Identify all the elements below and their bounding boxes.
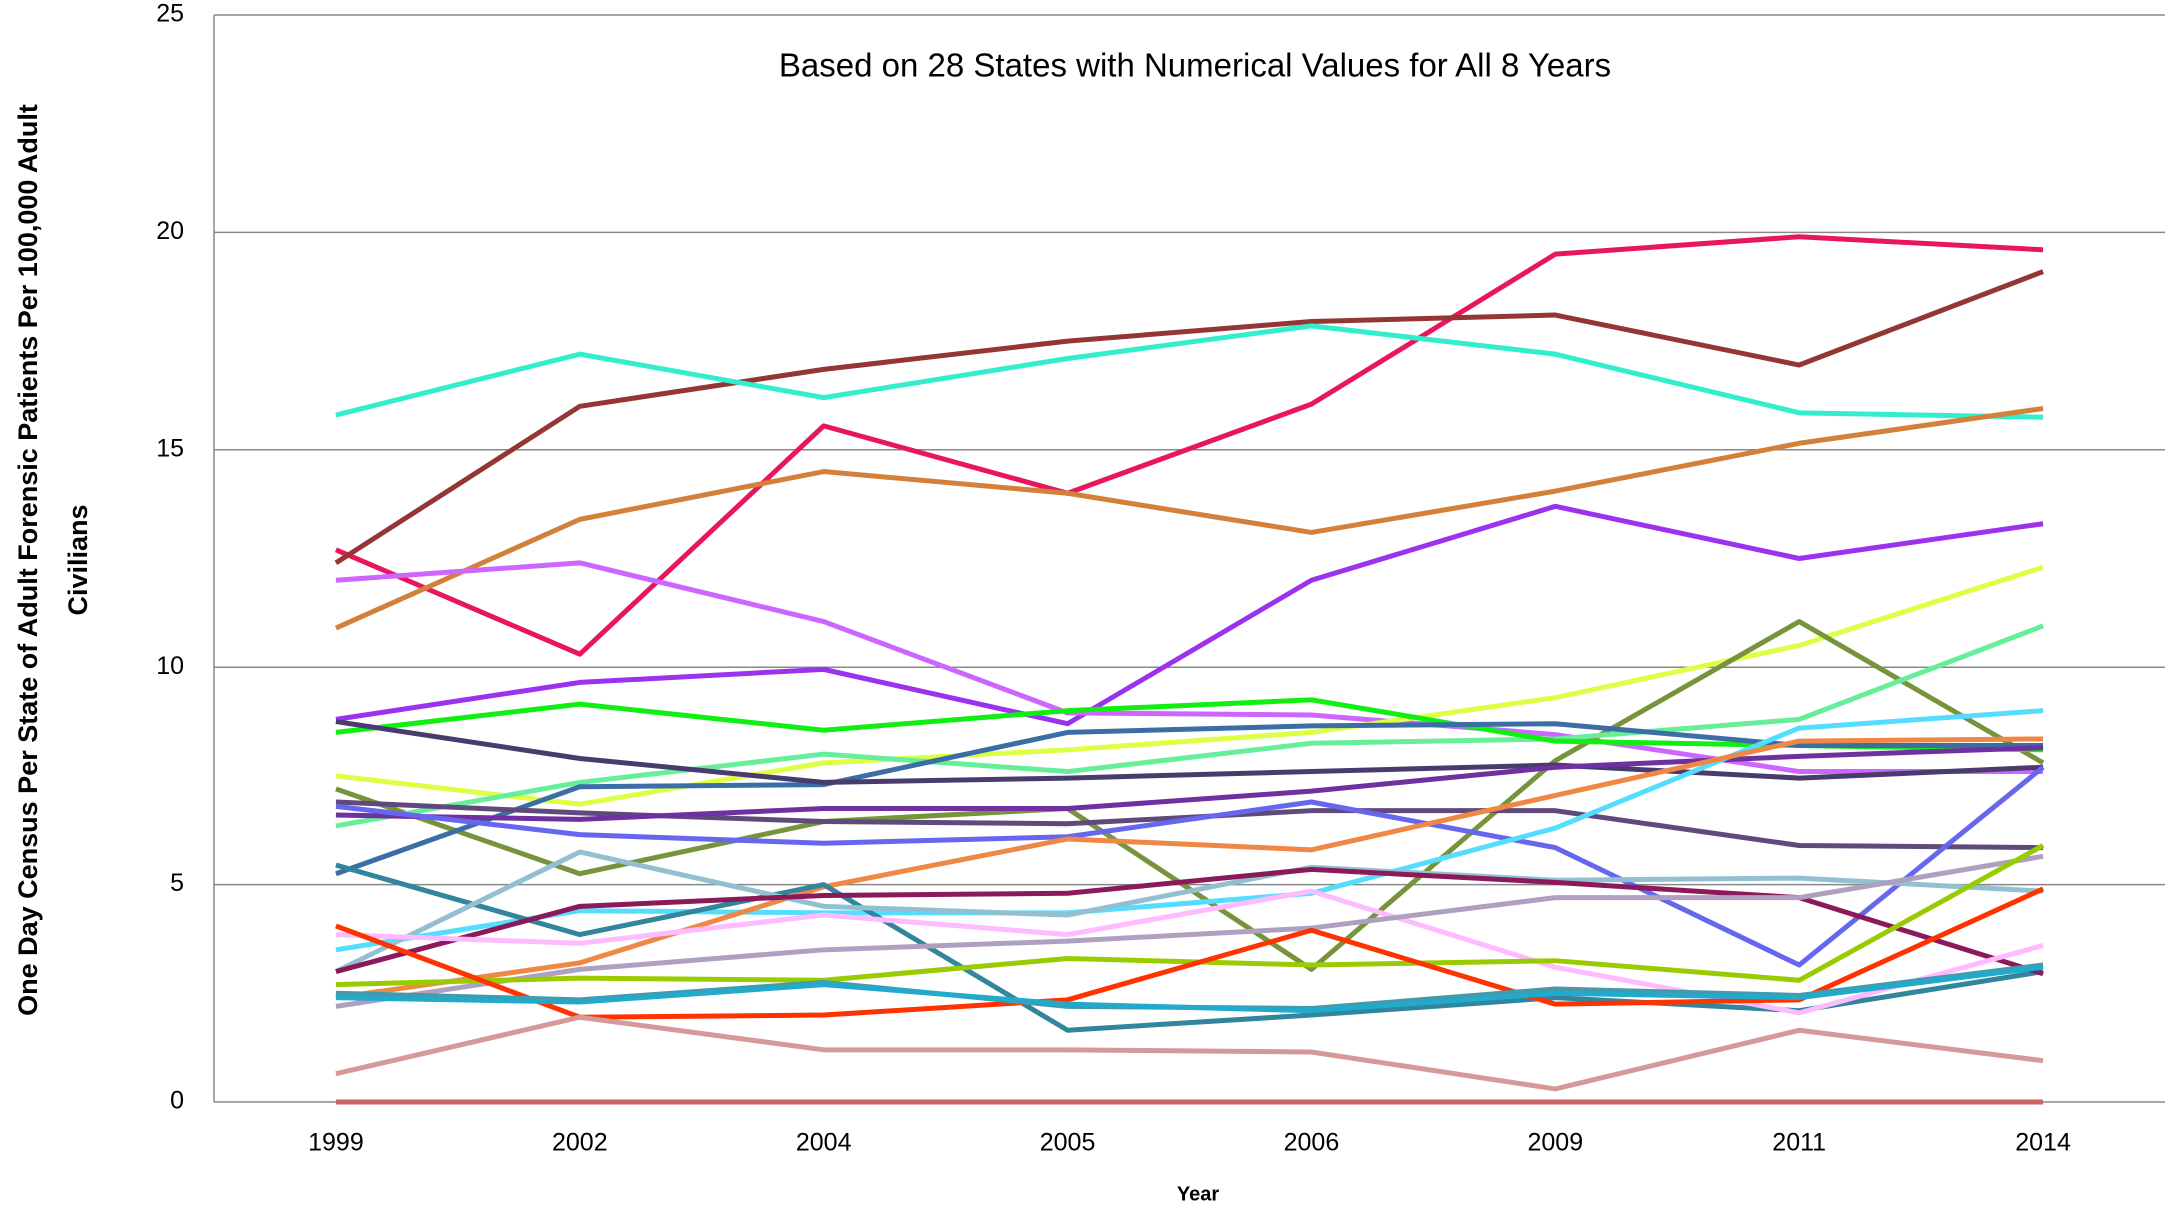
chart-title: Based on 28 States with Numerical Values… [779,47,1611,84]
x-tick-label: 2014 [2015,1129,2071,1157]
series-line [335,866,2044,977]
series-line [335,708,2044,953]
series-line [334,269,2044,565]
y-axis-label-group: One Day Census Per State of Adult Forens… [13,104,93,1016]
series-line [335,503,2044,727]
x-axis-label: Year [1177,1183,1219,1205]
series-line [334,234,2044,657]
series-line [335,619,2045,972]
series-line [335,964,2044,1014]
series-line [335,323,2044,420]
series-line [335,862,2044,1033]
x-tick-label: 2005 [1040,1129,1096,1157]
series-line [335,886,2045,1020]
series-line [335,721,2044,877]
y-tick-label: 25 [156,0,184,28]
y-tick-label: 5 [170,869,184,897]
y-axis-label: Civilians [63,504,93,615]
series-line [335,843,2045,988]
series-line [335,623,2044,829]
x-tick-label: 2002 [552,1129,608,1157]
series-line [335,560,2044,775]
x-tick-label: 2004 [796,1129,852,1157]
series-line [335,564,2044,807]
series-line [335,719,2044,785]
y-tick-label: 20 [156,217,184,245]
series-line [334,849,2044,974]
x-tick-label: 1999 [308,1129,364,1157]
series-line [335,1014,2044,1092]
y-tick-label: 0 [170,1087,184,1115]
x-tick-label: 2011 [1772,1129,1826,1157]
x-tick-label: 2009 [1528,1129,1584,1157]
x-tick-label: 2006 [1284,1129,1340,1157]
y-tick-label: 10 [156,652,184,680]
series-line [335,736,2044,1001]
series-line [335,888,2044,1016]
y-tick-label: 15 [156,434,184,462]
series-line [334,406,2044,631]
series-line [335,853,2044,1009]
series-line [335,745,2044,822]
y-axis-label: One Day Census Per State of Adult Forens… [13,104,43,1016]
series-line [335,765,2045,968]
series-line [335,799,2044,851]
